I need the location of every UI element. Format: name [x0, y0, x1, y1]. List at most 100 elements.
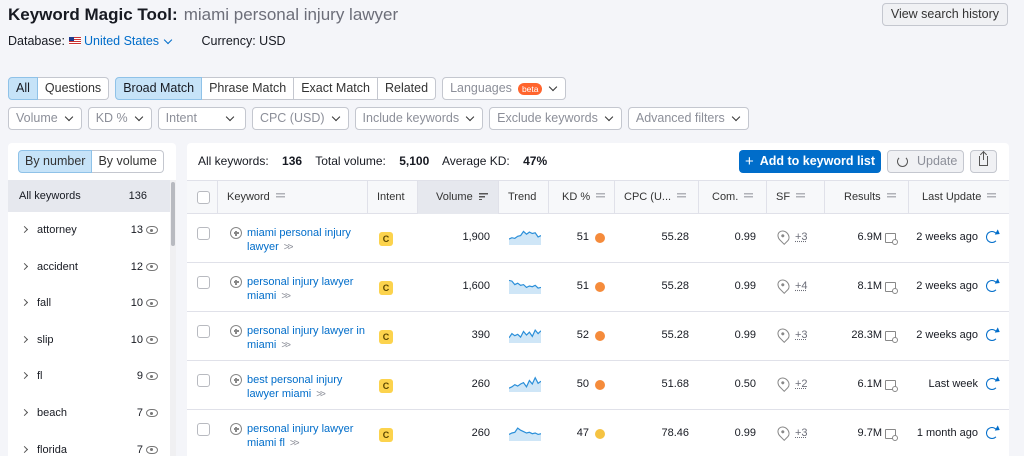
- double-chevron-right-icon[interactable]: >>: [289, 438, 300, 449]
- refresh-icon[interactable]: [986, 280, 998, 292]
- intent-filter[interactable]: Intent: [157, 107, 246, 130]
- eye-icon[interactable]: [146, 445, 158, 454]
- include-keywords-label: Include keywords: [362, 111, 460, 125]
- table-row: miami personal injury lawyer >> C 1,900 51 55…: [187, 214, 1009, 263]
- row-checkbox[interactable]: [197, 276, 210, 289]
- add-keyword-icon[interactable]: [230, 227, 242, 239]
- scrollbar-thumb[interactable]: [171, 182, 175, 246]
- header-cpc[interactable]: CPC (U...: [615, 181, 699, 214]
- double-chevron-right-icon[interactable]: >>: [281, 291, 291, 302]
- results-value: 28.3M: [851, 329, 882, 341]
- serp-features-count[interactable]: +3: [795, 231, 808, 243]
- eye-icon[interactable]: [146, 226, 158, 234]
- add-button-label: Add to keyword list: [759, 154, 876, 168]
- summary-all-value: 136: [282, 154, 303, 168]
- header-intent[interactable]: Intent: [368, 181, 418, 214]
- add-keyword-icon[interactable]: [230, 423, 242, 435]
- row-checkbox[interactable]: [197, 374, 210, 387]
- keyword-group-item[interactable]: beach 7: [8, 396, 170, 432]
- sort-icon: [744, 193, 754, 200]
- keyword-group-item[interactable]: attorney 13: [8, 213, 170, 249]
- tab-related[interactable]: Related: [377, 77, 437, 100]
- add-keyword-icon[interactable]: [230, 374, 242, 386]
- include-keywords-filter[interactable]: Include keywords: [354, 107, 484, 130]
- header-sf[interactable]: SF: [767, 181, 825, 214]
- keyword-link[interactable]: miami personal injury lawyer >>: [247, 226, 365, 255]
- view-serp-icon[interactable]: [885, 380, 898, 392]
- keyword-link[interactable]: best personal injury lawyer miami >>: [247, 373, 365, 402]
- row-checkbox[interactable]: [197, 325, 210, 338]
- competition-value: 0.99: [734, 329, 756, 341]
- row-checkbox[interactable]: [197, 423, 210, 436]
- header-keyword[interactable]: Keyword: [218, 181, 368, 214]
- view-search-history-button[interactable]: View search history: [881, 3, 1008, 26]
- header-trend[interactable]: Trend: [499, 181, 549, 214]
- languages-dropdown[interactable]: Languages beta: [442, 77, 567, 100]
- row-checkbox[interactable]: [197, 227, 210, 240]
- tab-exact-match[interactable]: Exact Match: [294, 77, 378, 100]
- serp-features-count[interactable]: +4: [795, 280, 808, 292]
- chevron-right-icon: [20, 372, 29, 380]
- header-results[interactable]: Results: [825, 181, 909, 214]
- add-to-keyword-list-button[interactable]: + Add to keyword list: [739, 150, 881, 173]
- cpc-filter[interactable]: CPC (USD): [251, 107, 349, 130]
- double-chevron-right-icon[interactable]: >>: [281, 340, 291, 351]
- view-serp-icon[interactable]: [885, 233, 898, 245]
- serp-features-count[interactable]: +3: [795, 329, 808, 341]
- eye-icon[interactable]: [146, 262, 158, 271]
- double-chevron-right-icon[interactable]: >>: [316, 389, 326, 400]
- filter-row-2: Volume KD % Intent CPC (USD) Include key…: [8, 107, 755, 130]
- header-last-update[interactable]: Last Update: [909, 181, 1009, 214]
- header-kd[interactable]: KD %: [549, 181, 615, 214]
- kd-difficulty-dot: [595, 429, 605, 439]
- eye-icon[interactable]: [146, 299, 158, 308]
- keyword-group-item[interactable]: accident 12: [8, 250, 170, 286]
- double-chevron-right-icon[interactable]: >>: [283, 242, 294, 253]
- keyword-link[interactable]: personal injury lawyer miami fl >>: [247, 422, 365, 451]
- by-number-button[interactable]: By number: [18, 150, 93, 173]
- keyword-link[interactable]: personal injury lawyer in miami >>: [247, 324, 365, 353]
- refresh-icon[interactable]: [986, 231, 998, 243]
- table-row: best personal injury lawyer miami >> C 260 5…: [187, 361, 1009, 410]
- keyword-cell: personal injury lawyer miami >>: [230, 263, 370, 312]
- serp-features-count[interactable]: +2: [795, 378, 808, 390]
- chevron-right-icon: [20, 262, 29, 270]
- serp-features-count[interactable]: +3: [795, 427, 808, 439]
- volume-filter[interactable]: Volume: [8, 107, 82, 130]
- header-volume[interactable]: Volume: [418, 181, 499, 214]
- add-keyword-icon[interactable]: [230, 276, 242, 288]
- add-keyword-icon[interactable]: [230, 325, 242, 337]
- eye-icon[interactable]: [146, 335, 158, 344]
- filter-row-1: All Questions Broad Match Phrase Match E…: [8, 77, 567, 100]
- view-serp-icon[interactable]: [885, 282, 898, 294]
- keyword-group-item[interactable]: fl 9: [8, 359, 170, 395]
- all-keywords-group[interactable]: All keywords 136: [8, 180, 170, 212]
- database-select[interactable]: United States: [84, 34, 174, 48]
- last-update-value: 1 month ago: [916, 427, 978, 439]
- keyword-group-item[interactable]: slip 10: [8, 323, 170, 359]
- by-volume-button[interactable]: By volume: [92, 150, 164, 173]
- advanced-filters[interactable]: Advanced filters: [627, 107, 749, 130]
- export-button[interactable]: [970, 150, 997, 173]
- eye-icon[interactable]: [146, 372, 158, 381]
- select-all-checkbox[interactable]: [197, 191, 210, 204]
- eye-icon[interactable]: [146, 409, 158, 417]
- sidebar-scrollbar[interactable]: [170, 180, 176, 456]
- refresh-icon[interactable]: [986, 427, 998, 439]
- keyword-group-item[interactable]: florida 7: [8, 433, 170, 456]
- update-button[interactable]: Update: [887, 150, 964, 173]
- kd-filter[interactable]: KD %: [87, 107, 152, 130]
- header-com[interactable]: Com.: [699, 181, 767, 214]
- view-serp-icon[interactable]: [885, 429, 898, 441]
- tab-all[interactable]: All: [8, 77, 38, 100]
- tab-phrase-match[interactable]: Phrase Match: [202, 77, 295, 100]
- refresh-icon[interactable]: [986, 329, 998, 341]
- tab-broad-match[interactable]: Broad Match: [115, 77, 203, 100]
- view-serp-icon[interactable]: [885, 331, 898, 343]
- tab-questions[interactable]: Questions: [37, 77, 110, 100]
- keyword-group-item[interactable]: fall 10: [8, 286, 170, 322]
- refresh-icon[interactable]: [986, 378, 998, 390]
- tool-name: Keyword Magic Tool:: [8, 5, 178, 24]
- keyword-link[interactable]: personal injury lawyer miami >>: [247, 275, 365, 304]
- exclude-keywords-filter[interactable]: Exclude keywords: [489, 107, 622, 130]
